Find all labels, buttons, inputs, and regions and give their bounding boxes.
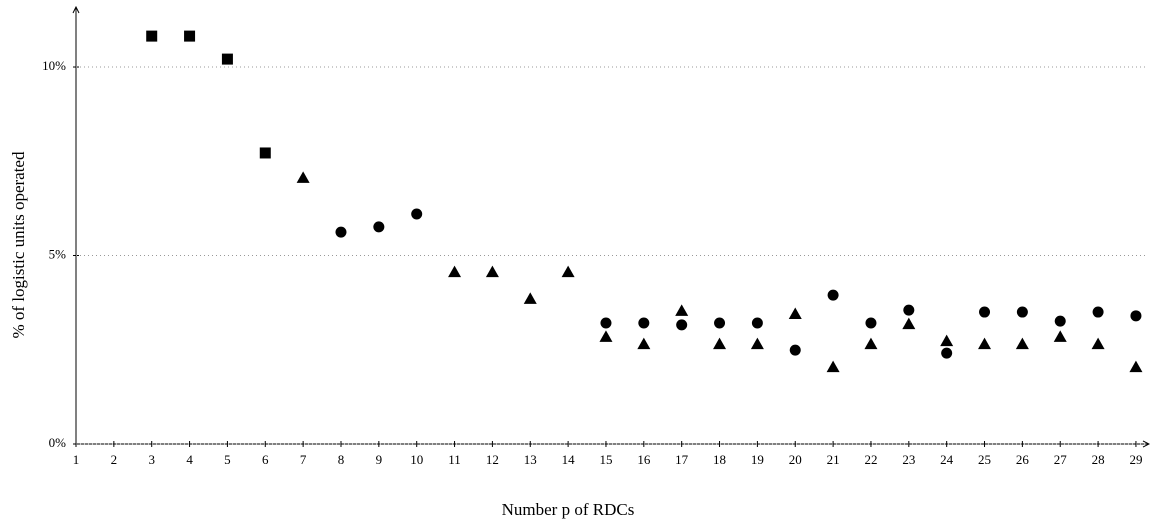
point [1092, 306, 1104, 318]
point [750, 337, 764, 350]
point [979, 306, 991, 318]
x-tick-label: 27 [1054, 452, 1068, 467]
x-tick-label: 22 [864, 452, 877, 467]
point [184, 30, 196, 42]
x-tick-label: 26 [1016, 452, 1030, 467]
x-tick-label: 20 [789, 452, 802, 467]
point [826, 360, 840, 373]
x-tick-label: 17 [675, 452, 689, 467]
point [713, 337, 727, 350]
point [941, 347, 953, 359]
point [1129, 360, 1143, 373]
x-tick-label: 10 [410, 452, 423, 467]
point [146, 30, 158, 42]
point [1091, 337, 1105, 350]
x-tick-label: 25 [978, 452, 991, 467]
y-tick-label: 0% [49, 435, 67, 450]
point [523, 292, 537, 304]
y-axis-label: % of logistic units operated [9, 151, 28, 338]
point [296, 171, 310, 183]
point [788, 307, 802, 319]
point [561, 265, 575, 278]
x-tick-label: 29 [1129, 452, 1142, 467]
point [1054, 315, 1066, 327]
point [940, 334, 954, 347]
x-tick-label: 24 [940, 452, 954, 467]
point [902, 317, 916, 330]
point [638, 317, 650, 329]
point [1016, 306, 1028, 318]
point [485, 265, 499, 278]
point [676, 319, 688, 331]
point [411, 208, 423, 220]
point [865, 317, 877, 329]
point [714, 317, 726, 329]
x-tick-label: 23 [902, 452, 915, 467]
point [600, 317, 612, 329]
point [864, 337, 878, 350]
x-tick-label: 8 [338, 452, 345, 467]
point [789, 344, 801, 356]
point [827, 289, 839, 301]
point [637, 337, 651, 350]
y-tick-label: 10% [42, 58, 66, 73]
point [335, 226, 347, 238]
x-tick-label: 21 [827, 452, 840, 467]
x-axis-label: Number p of RDCs [502, 500, 635, 519]
y-tick-label: 5% [49, 246, 67, 261]
point [1053, 330, 1067, 342]
point [599, 330, 613, 342]
x-tick-label: 2 [111, 452, 118, 467]
x-tick-label: 28 [1092, 452, 1105, 467]
x-tick-label: 3 [148, 452, 155, 467]
point [448, 265, 462, 278]
point [221, 53, 233, 65]
x-tick-label: 11 [448, 452, 461, 467]
x-tick-label: 14 [562, 452, 576, 467]
point [259, 147, 271, 159]
point [751, 317, 763, 329]
point [1015, 337, 1029, 350]
x-tick-label: 13 [524, 452, 537, 467]
point [978, 337, 992, 350]
x-tick-label: 15 [599, 452, 612, 467]
x-tick-label: 19 [751, 452, 764, 467]
point [903, 304, 915, 316]
x-tick-label: 6 [262, 452, 269, 467]
x-tick-label: 12 [486, 452, 499, 467]
point [675, 304, 689, 316]
x-tick-label: 9 [376, 452, 383, 467]
x-tick-label: 16 [637, 452, 651, 467]
x-tick-label: 18 [713, 452, 726, 467]
x-tick-label: 4 [186, 452, 193, 467]
point [1130, 310, 1142, 322]
x-tick-label: 7 [300, 452, 307, 467]
x-tick-label: 1 [73, 452, 80, 467]
point [373, 221, 385, 233]
x-tick-label: 5 [224, 452, 231, 467]
